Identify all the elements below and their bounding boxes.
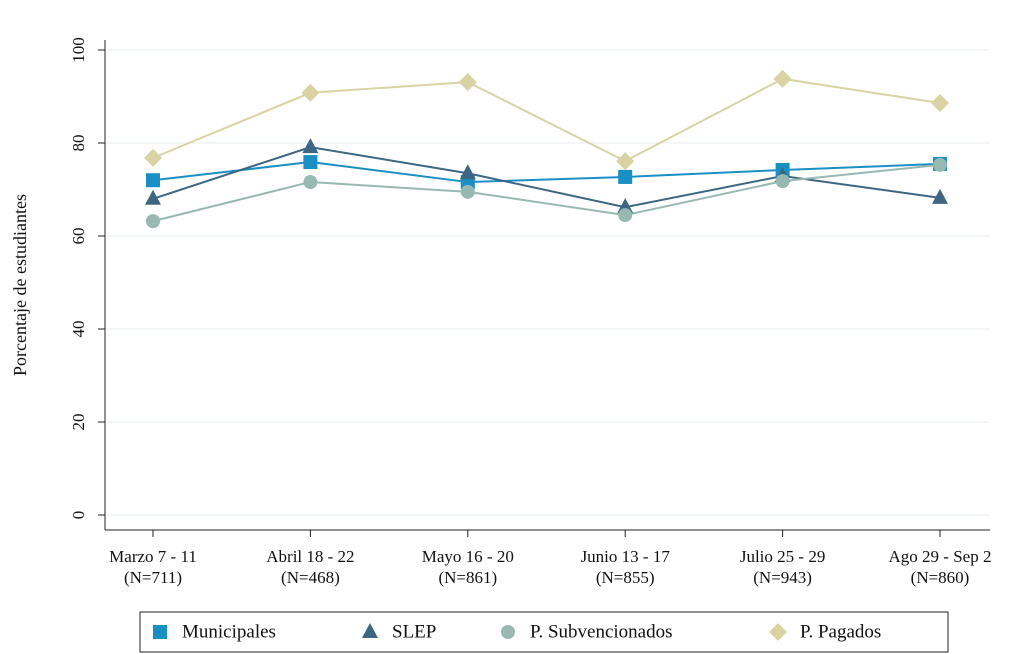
series-line (152, 77, 941, 163)
legend-box (139, 611, 949, 653)
marker (460, 184, 475, 199)
marker (618, 169, 633, 184)
series-line (152, 161, 941, 184)
marker (459, 164, 476, 180)
x-tick-sublabel: (N=711) (124, 568, 182, 587)
marker (145, 189, 161, 205)
marker (932, 188, 948, 204)
x-tick-sublabel: (N=943) (753, 568, 812, 587)
x-tick-label: Abril 18 - 22 (266, 547, 354, 566)
legend-marker (769, 623, 787, 641)
legend-label: SLEP (392, 621, 436, 642)
series-line (152, 163, 941, 223)
legend-label: P. Subvencionados (530, 621, 673, 642)
marker (775, 174, 790, 189)
x-tick-sublabel: (N=860) (911, 568, 970, 587)
y-axis-label: Porcentaje de estudiantes (10, 194, 30, 376)
marker (303, 175, 318, 190)
y-tick-label: 40 (69, 321, 88, 338)
marker (618, 208, 633, 223)
y-tick-label: 100 (69, 37, 88, 63)
y-tick-label: 0 (69, 511, 88, 520)
legend-label: P. Pagados (800, 621, 881, 642)
x-tick-label: Mayo 16 - 20 (422, 547, 514, 566)
marker (303, 155, 318, 170)
y-tick-label: 60 (69, 228, 88, 245)
y-tick-label: 20 (69, 414, 88, 431)
marker (146, 214, 160, 229)
x-tick-label: Julio 25 - 29 (740, 547, 825, 566)
marker (302, 138, 319, 154)
legend-label: Municipales (182, 621, 276, 642)
marker (301, 83, 320, 102)
marker (144, 148, 162, 167)
x-tick-label: Ago 29 - Sep 2 (889, 547, 992, 566)
y-tick-label: 80 (69, 135, 88, 152)
x-tick-label: Marzo 7 - 11 (109, 547, 197, 566)
marker (616, 152, 635, 171)
x-tick-sublabel: (N=855) (596, 568, 655, 587)
marker (931, 94, 949, 113)
marker (146, 173, 160, 188)
marker (458, 73, 477, 92)
legend-marker (501, 625, 515, 639)
x-tick-sublabel: (N=468) (281, 568, 340, 587)
marker (773, 69, 792, 88)
x-tick-sublabel: (N=861) (438, 568, 497, 587)
legend-marker (153, 625, 167, 639)
series-line (152, 146, 941, 209)
legend-marker (362, 623, 378, 638)
x-tick-label: Junio 13 - 17 (581, 547, 671, 566)
marker (933, 157, 947, 172)
